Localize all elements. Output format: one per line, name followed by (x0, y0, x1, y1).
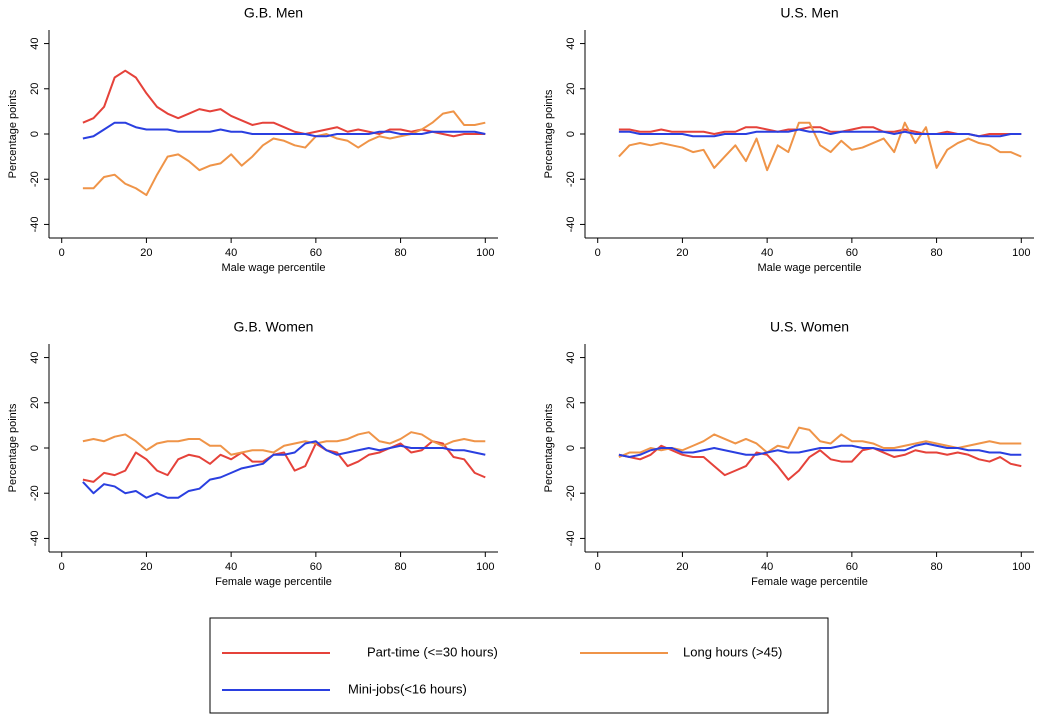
y-tick-label: 20 (565, 397, 577, 409)
legend-box (209, 617, 829, 714)
x-axis-label: Female wage percentile (751, 576, 868, 588)
x-tick-label: 0 (595, 561, 601, 573)
x-tick-label: 80 (394, 561, 406, 573)
legend-label: Mini-jobs(<16 hours) (348, 681, 467, 696)
x-tick-label: 0 (595, 247, 601, 259)
y-tick-label: 40 (29, 37, 41, 49)
series-line (618, 121, 1022, 172)
x-tick-label: 20 (140, 561, 152, 573)
chart-title: G.B. Women (234, 319, 314, 335)
x-tick-label: 40 (225, 561, 237, 573)
x-tick-label: 20 (676, 561, 688, 573)
x-tick-label: 60 (846, 561, 858, 573)
y-axis-label: Percentage points (543, 89, 555, 178)
y-tick-label: 20 (29, 397, 41, 409)
x-axis-label: Male wage percentile (222, 262, 326, 274)
x-axis-label: Male wage percentile (758, 262, 862, 274)
y-tick-label: 40 (29, 351, 41, 363)
y-tick-label: 40 (565, 37, 577, 49)
y-tick-label: 20 (29, 83, 41, 95)
x-tick-label: 80 (930, 561, 942, 573)
series-line (82, 440, 486, 483)
series-line (82, 121, 486, 140)
x-tick-label: 100 (476, 561, 494, 573)
x-tick-label: 60 (310, 561, 322, 573)
x-tick-label: 0 (59, 561, 65, 573)
series-line (82, 431, 486, 456)
y-tick-label: 40 (565, 351, 577, 363)
y-axis-label: Percentage points (7, 403, 19, 492)
x-tick-label: 0 (59, 247, 65, 259)
y-axis-label: Percentage points (543, 403, 555, 492)
legend-label: Long hours (>45) (683, 644, 782, 659)
series-line (82, 110, 486, 197)
y-tick-label: 20 (565, 83, 577, 95)
series-line (618, 444, 1022, 481)
y-tick-label: -40 (565, 216, 577, 232)
x-tick-label: 40 (225, 247, 237, 259)
x-tick-label: 20 (676, 247, 688, 259)
chart-title: G.B. Men (244, 5, 303, 21)
legend-label: Part-time (<=30 hours) (367, 644, 498, 659)
x-tick-label: 60 (846, 247, 858, 259)
y-axis-label: Percentage points (7, 89, 19, 178)
series-line (82, 440, 486, 499)
x-tick-label: 60 (310, 247, 322, 259)
y-tick-label: -20 (565, 171, 577, 187)
series-line (618, 442, 1022, 459)
x-tick-label: 80 (394, 247, 406, 259)
x-axis-label: Female wage percentile (215, 576, 332, 588)
y-tick-label: -20 (29, 485, 41, 501)
x-tick-label: 40 (761, 247, 773, 259)
x-tick-label: 100 (476, 247, 494, 259)
chart-title: U.S. Women (770, 319, 849, 335)
x-tick-label: 100 (1012, 561, 1030, 573)
x-tick-label: 20 (140, 247, 152, 259)
y-tick-label: 0 (29, 445, 41, 451)
series-line (618, 128, 1022, 138)
x-tick-label: 40 (761, 561, 773, 573)
y-tick-label: 0 (565, 131, 577, 137)
y-tick-label: -40 (29, 216, 41, 232)
y-tick-label: -20 (29, 171, 41, 187)
y-tick-label: -40 (565, 530, 577, 546)
y-tick-label: 0 (29, 131, 41, 137)
x-tick-label: 80 (930, 247, 942, 259)
y-tick-label: -20 (565, 485, 577, 501)
y-tick-label: 0 (565, 445, 577, 451)
y-tick-label: -40 (29, 530, 41, 546)
x-tick-label: 100 (1012, 247, 1030, 259)
chart-title: U.S. Men (780, 5, 838, 21)
